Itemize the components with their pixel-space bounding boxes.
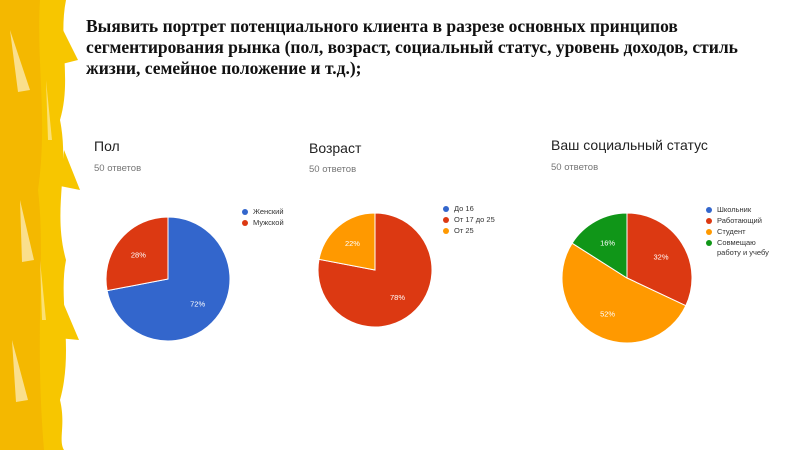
legend-dot-icon bbox=[443, 228, 449, 234]
legend-dot-icon bbox=[242, 209, 248, 215]
pie-slice bbox=[571, 212, 628, 279]
legend-label: Студент bbox=[717, 227, 746, 236]
legend-gender: Женский Мужской bbox=[242, 207, 302, 229]
legend-dot-icon bbox=[706, 207, 712, 213]
slice-percent-label: 32% bbox=[654, 252, 669, 261]
legend-dot-icon bbox=[242, 220, 248, 226]
legend-item: Мужской bbox=[242, 218, 302, 228]
legend-item: Работающий bbox=[706, 216, 776, 226]
legend-age: До 16 От 17 до 25 От 25 bbox=[443, 204, 513, 237]
legend-dot-icon bbox=[706, 229, 712, 235]
slice-percent-label: 78% bbox=[390, 293, 405, 302]
legend-item: Совмещаю работу и учебу bbox=[706, 238, 776, 258]
chart-title-gender: Пол bbox=[94, 138, 120, 154]
pie-slice bbox=[106, 216, 231, 342]
pie-chart-age: 78% 22% bbox=[317, 212, 433, 328]
pie-chart-social-status: 32% 52% 16% bbox=[561, 212, 693, 344]
legend-dot-icon bbox=[706, 218, 712, 224]
pie-slice bbox=[626, 212, 693, 307]
legend-label: От 17 до 25 bbox=[454, 215, 495, 224]
legend-dot-icon bbox=[443, 217, 449, 223]
legend-label: До 16 bbox=[454, 204, 474, 213]
chart-subtitle-gender: 50 ответов bbox=[94, 163, 142, 174]
legend-social-status: Школьник Работающий Студент Совмещаю раб… bbox=[706, 205, 776, 259]
chart-title-age: Возраст bbox=[309, 140, 362, 156]
pie-slice bbox=[317, 212, 433, 328]
legend-item: От 17 до 25 bbox=[443, 215, 513, 225]
pie-chart-gender: 72% 28% bbox=[105, 216, 231, 342]
legend-item: От 25 bbox=[443, 226, 513, 236]
legend-item: Женский bbox=[242, 207, 302, 217]
slice-percent-label: 28% bbox=[131, 251, 146, 260]
chart-title-social-status: Ваш социальный статус bbox=[551, 137, 708, 153]
pie-slice bbox=[105, 216, 169, 292]
legend-label: Совмещаю работу и учебу bbox=[717, 238, 769, 257]
legend-label: Мужской bbox=[253, 218, 284, 227]
pie-slice bbox=[318, 212, 376, 271]
slide-title: Выявить портрет потенциального клиента в… bbox=[86, 16, 738, 78]
yellow-brush-decoration bbox=[0, 0, 80, 450]
slice-percent-label: 22% bbox=[345, 239, 360, 248]
chart-subtitle-social-status: 50 ответов bbox=[551, 162, 599, 173]
pie-slice bbox=[561, 242, 687, 344]
legend-label: Женский bbox=[253, 207, 284, 216]
legend-item: До 16 bbox=[443, 204, 513, 214]
slice-percent-label: 16% bbox=[600, 239, 615, 248]
legend-dot-icon bbox=[443, 206, 449, 212]
slice-percent-label: 52% bbox=[600, 309, 615, 318]
chart-subtitle-age: 50 ответов bbox=[309, 164, 357, 175]
legend-label: Школьник bbox=[717, 205, 752, 214]
legend-item: Школьник bbox=[706, 205, 776, 215]
legend-label: От 25 bbox=[454, 226, 474, 235]
legend-item: Студент bbox=[706, 227, 776, 237]
slice-percent-label: 72% bbox=[190, 300, 205, 309]
legend-label: Работающий bbox=[717, 216, 762, 225]
legend-dot-icon bbox=[706, 240, 712, 246]
